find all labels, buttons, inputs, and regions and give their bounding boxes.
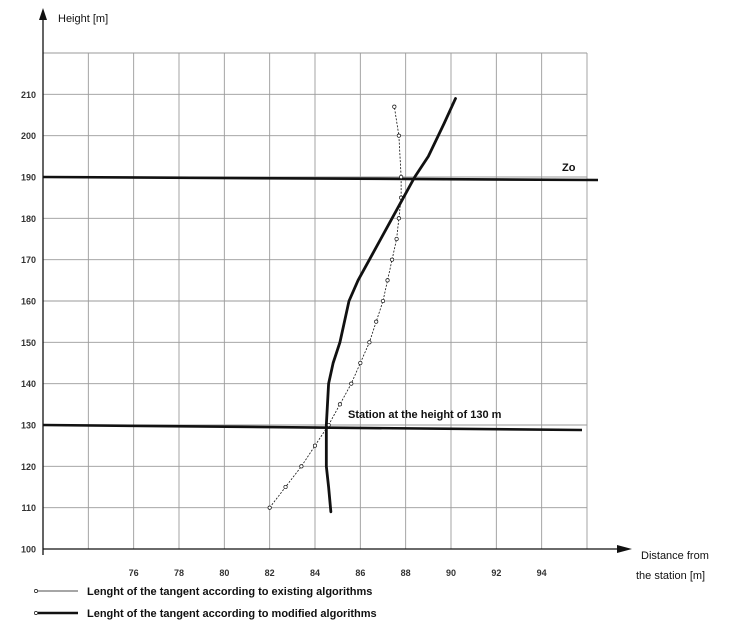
axes [39, 8, 632, 555]
x-axis-title-line-2: the station [m] [636, 570, 705, 582]
x-axis-title-line-1: Distance from [641, 550, 709, 562]
reference-label-zo: Zo [562, 162, 576, 174]
y-tick-label: 190 [21, 173, 36, 183]
x-tick-label: 86 [355, 568, 365, 578]
reference-line-station [42, 423, 583, 432]
x-tick-label: 82 [265, 568, 275, 578]
y-tick-label: 100 [21, 545, 36, 555]
y-tick-label: 200 [21, 131, 36, 141]
legend-marker-modified [34, 611, 38, 615]
y-axis-arrow-icon [39, 8, 47, 20]
series-existing-point [267, 505, 272, 510]
grid [42, 52, 588, 550]
series-existing-point [385, 278, 390, 283]
series-existing-point [399, 174, 404, 180]
series-modified-line [324, 97, 457, 514]
series-existing-point [396, 133, 401, 138]
legend-marker-existing [34, 589, 38, 593]
y-tick-label: 110 [21, 503, 36, 513]
y-tick-label: 180 [21, 214, 36, 224]
y-tick-label: 170 [21, 255, 36, 265]
series-existing-point [337, 402, 342, 407]
x-tick-label: 78 [174, 568, 184, 578]
reference-label-station: Station at the height of 130 m [348, 409, 502, 421]
y-tick-label: 160 [21, 297, 36, 307]
series-existing-point [394, 236, 399, 242]
x-tick-label: 80 [219, 568, 229, 578]
series-existing-line [269, 106, 402, 508]
series [267, 97, 457, 514]
series-existing-point [390, 257, 395, 262]
x-tick-label: 76 [129, 568, 139, 578]
x-tick-label: 94 [537, 568, 547, 578]
series-existing-point [349, 381, 354, 386]
y-tick-label: 140 [21, 379, 36, 389]
series-existing-point [374, 319, 379, 324]
x-tick-label: 90 [446, 568, 456, 578]
x-tick-label: 92 [491, 568, 501, 578]
y-axis-title: Height [m] [58, 13, 108, 25]
legend-label-existing: Lenght of the tangent according to exist… [87, 586, 372, 598]
series-existing-point [299, 464, 304, 469]
reference-line-zo [42, 175, 599, 182]
series-existing-point [283, 484, 288, 490]
reference-lines: Zo Station at the height of 130 m [42, 162, 599, 432]
legend: Lenght of the tangent according to exist… [34, 586, 377, 620]
x-axis-arrow-icon [617, 545, 632, 553]
y-tick-label: 130 [21, 421, 36, 431]
series-existing-point [367, 340, 372, 345]
series-existing-point [380, 298, 386, 304]
y-tick-label: 210 [21, 90, 36, 100]
x-tick-label: 88 [401, 568, 411, 578]
x-tick-label: 84 [310, 568, 320, 578]
series-existing-point [392, 104, 397, 109]
series-existing-point [358, 360, 363, 366]
y-tick-label: 120 [21, 462, 36, 472]
y-tick-label: 150 [21, 338, 36, 348]
legend-label-modified: Lenght of the tangent according to modif… [87, 608, 377, 620]
series-existing-point [396, 216, 401, 221]
series-existing-point [312, 443, 318, 448]
tick-labels: 100 110 120 130 140 150 160 170 180 190 200 210 76 78… [21, 90, 547, 578]
